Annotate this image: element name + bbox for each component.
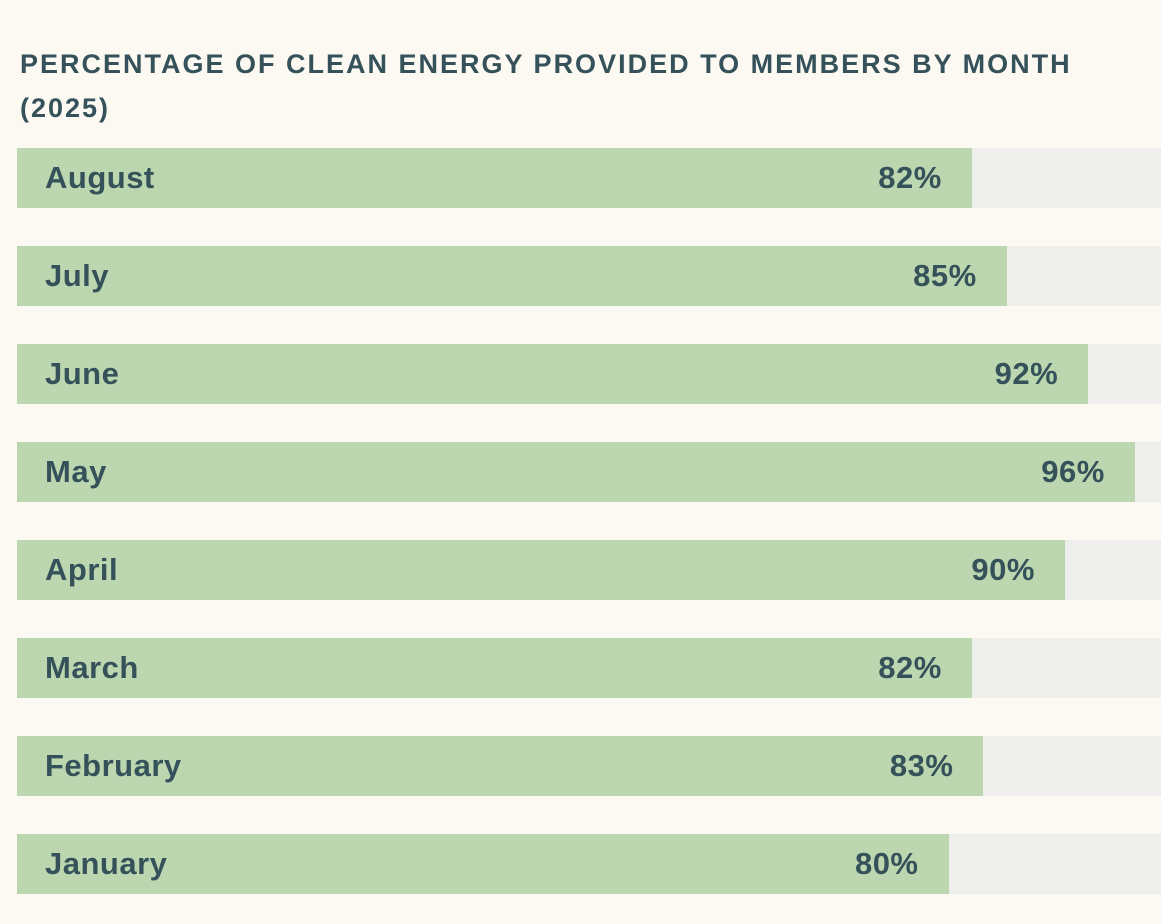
month-label: July <box>45 258 110 293</box>
bar-fill: June 92% <box>17 344 1089 404</box>
value-label: 82% <box>878 650 942 685</box>
bar-row: June 92% <box>17 344 1161 404</box>
chart-header: PERCENTAGE OF CLEAN ENERGY PROVIDED TO M… <box>0 0 1161 130</box>
bar-row: January 80% <box>17 834 1161 894</box>
bar-track: May 96% <box>17 442 1161 502</box>
value-label: 82% <box>878 160 942 195</box>
bar-row: July 85% <box>17 246 1161 306</box>
value-label: 96% <box>1041 454 1105 489</box>
value-label: 80% <box>854 846 919 881</box>
month-label: January <box>45 846 168 881</box>
value-label: 85% <box>913 258 977 293</box>
bar-track: April 90% <box>17 540 1161 600</box>
bar-fill: August 82% <box>17 148 972 208</box>
bar-track: January 80% <box>17 834 1161 894</box>
bar-row: August 82% <box>17 148 1161 208</box>
month-label: May <box>45 454 107 489</box>
bar-track: March 82% <box>17 638 1161 698</box>
month-label: June <box>45 356 120 391</box>
bar-chart: August 82% July 85% June 92% May 96% <box>0 148 1161 894</box>
bar-track: February 83% <box>17 736 1161 796</box>
chart-title-line2: (2025) <box>20 93 111 123</box>
bar-fill: May 96% <box>17 442 1135 502</box>
bar-row: April 90% <box>17 540 1161 600</box>
bar-row: March 82% <box>17 638 1161 698</box>
value-label: 90% <box>971 552 1035 587</box>
bar-track: August 82% <box>17 148 1161 208</box>
month-label: April <box>45 552 119 587</box>
chart-title-line1: PERCENTAGE OF CLEAN ENERGY PROVIDED TO M… <box>20 49 1072 79</box>
bar-fill: July 85% <box>17 246 1007 306</box>
month-label: February <box>45 748 182 783</box>
chart-title: PERCENTAGE OF CLEAN ENERGY PROVIDED TO M… <box>0 0 1161 130</box>
bar-track: July 85% <box>17 246 1161 306</box>
bar-fill: March 82% <box>17 638 972 698</box>
bar-fill: February 83% <box>17 736 984 796</box>
value-label: 83% <box>889 748 954 783</box>
bar-row: February 83% <box>17 736 1161 796</box>
bar-track: June 92% <box>17 344 1161 404</box>
month-label: August <box>45 160 155 195</box>
value-label: 92% <box>994 356 1059 391</box>
month-label: March <box>45 650 139 685</box>
bar-row: May 96% <box>17 442 1161 502</box>
bar-fill: April 90% <box>17 540 1065 600</box>
bar-fill: January 80% <box>17 834 949 894</box>
